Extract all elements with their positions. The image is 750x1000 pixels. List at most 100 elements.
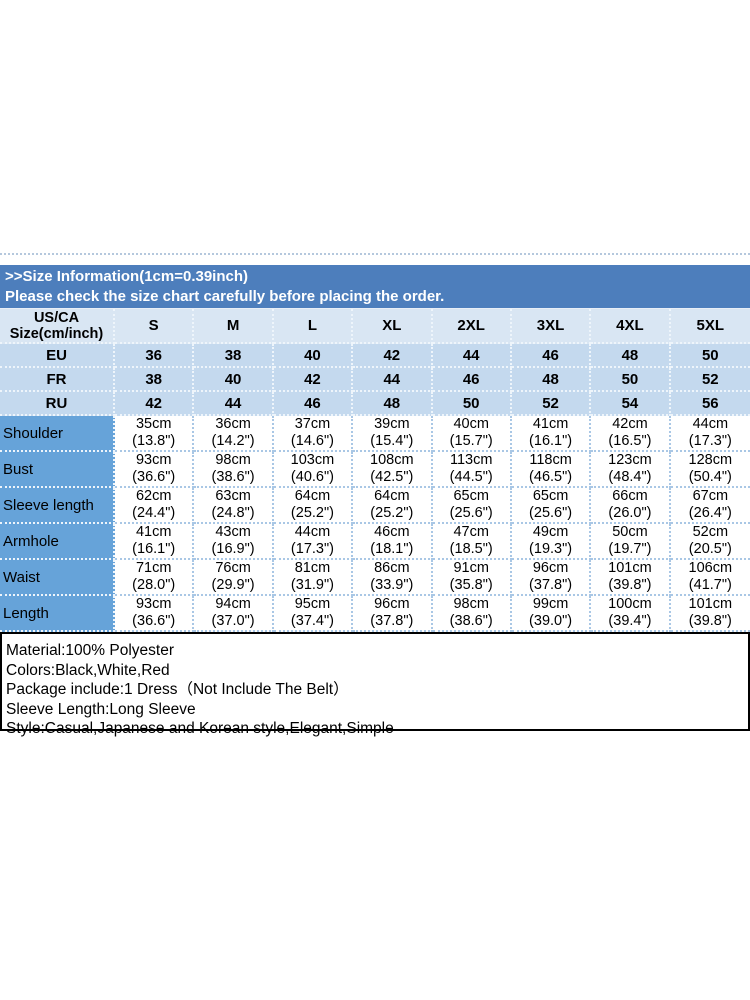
cell-FR-S: 38 [115, 368, 195, 392]
cell-S: 41cm (16.1") [115, 524, 195, 560]
cell-XL: 108cm (42.5") [353, 452, 433, 488]
cell-5XL: 44cm (17.3") [670, 416, 750, 452]
value-inch: (19.3") [529, 541, 573, 557]
cell-4XL: 123cm (48.4") [591, 452, 671, 488]
value-cm: 67cm [692, 488, 729, 504]
cell-5XL: 106cm (41.7") [670, 560, 750, 596]
value-inch: (25.6") [529, 505, 573, 521]
value-cm: 66cm [612, 488, 648, 504]
cell-4XL: 101cm (39.8") [591, 560, 671, 596]
column-header-XL: XL [353, 309, 433, 344]
cell-M: 43cm (16.9") [194, 524, 274, 560]
value-cm: 96cm [532, 560, 569, 576]
value-cm: 128cm [688, 452, 733, 468]
value-cm: 50cm [612, 524, 648, 540]
value-cm: 93cm [135, 596, 172, 612]
cell-XL: 86cm (33.9") [353, 560, 433, 596]
value-cm: 62cm [135, 488, 172, 504]
value-inch: (40.6") [290, 469, 334, 485]
row-label: Armhole [0, 524, 115, 560]
banner-title: >>Size Information(1cm=0.39inch) [5, 267, 248, 285]
value-inch: (37.8") [370, 613, 414, 629]
value-cm: 46cm [374, 524, 410, 540]
value-inch: (14.6") [290, 433, 334, 449]
corner-line1: US/CA [33, 309, 80, 326]
banner-subtitle: Please check the size chart carefully be… [5, 287, 445, 305]
cell-RU-3XL: 52 [511, 392, 592, 416]
table-header-row: US/CA Size(cm/inch) S M L XL 2XL 3XL 4XL 5XL [0, 309, 750, 344]
value-inch: (39.0") [529, 613, 573, 629]
value-cm: 86cm [374, 560, 410, 576]
value-cm: 71cm [135, 560, 172, 576]
value-inch: (46.5") [529, 469, 573, 485]
value-inch: (37.8") [529, 577, 573, 593]
value-inch: (19.7") [608, 541, 652, 557]
value-inch: (26.4") [688, 505, 732, 521]
value-inch: (18.1") [370, 541, 414, 557]
value-cm: 76cm [215, 560, 251, 576]
cell-3XL: 49cm (19.3") [511, 524, 592, 560]
value-inch: (15.7") [449, 433, 493, 449]
measurement-row: Waist 71cm (28.0") 76cm (29.9") 81cm (31.9") 86… [0, 560, 750, 596]
value-inch: (14.2") [211, 433, 255, 449]
column-header-L: L [273, 309, 354, 344]
value-cm: 98cm [215, 452, 251, 468]
cell-FR-3XL: 48 [511, 368, 592, 392]
value-inch: (39.8") [688, 613, 732, 629]
cell-3XL: 99cm (39.0") [511, 596, 592, 632]
value-cm: 94cm [215, 596, 251, 612]
value-cm: 103cm [290, 452, 335, 468]
cell-EU-4XL: 48 [591, 344, 671, 368]
value-inch: (25.2") [290, 505, 334, 521]
cell-S: 93cm (36.6") [115, 596, 195, 632]
cell-3XL: 118cm (46.5") [511, 452, 592, 488]
cell-S: 93cm (36.6") [115, 452, 195, 488]
value-cm: 98cm [453, 596, 489, 612]
cell-L: 64cm (25.2") [273, 488, 354, 524]
value-inch: (48.4") [608, 469, 652, 485]
cell-M: 94cm (37.0") [194, 596, 274, 632]
value-inch: (16.5") [608, 433, 652, 449]
cell-FR-M: 40 [194, 368, 274, 392]
row-label-FR: FR [0, 368, 115, 392]
value-inch: (41.7") [688, 577, 732, 593]
cell-4XL: 50cm (19.7") [591, 524, 671, 560]
measurement-row: Shoulder 35cm (13.8") 36cm (14.2") 37cm (14.6"… [0, 416, 750, 452]
value-inch: (24.4") [132, 505, 176, 521]
cell-RU-4XL: 54 [591, 392, 671, 416]
cell-FR-5XL: 52 [670, 368, 750, 392]
top-divider [0, 253, 750, 255]
value-cm: 41cm [135, 524, 172, 540]
measurement-row: Bust 93cm (36.6") 98cm (38.6") 103cm (40.6") 10… [0, 452, 750, 488]
value-inch: (16.9") [211, 541, 255, 557]
value-cm: 81cm [294, 560, 331, 576]
cell-2XL: 98cm (38.6") [432, 596, 512, 632]
corner-header: US/CA Size(cm/inch) [0, 309, 115, 344]
value-inch: (36.6") [132, 469, 176, 485]
cell-EU-2XL: 44 [432, 344, 512, 368]
value-cm: 39cm [374, 416, 410, 432]
column-header-M: M [194, 309, 274, 344]
column-header-4XL: 4XL [591, 309, 671, 344]
value-cm: 101cm [688, 596, 733, 612]
column-header-3XL: 3XL [511, 309, 592, 344]
row-label: Waist [0, 560, 115, 596]
cell-3XL: 65cm (25.6") [511, 488, 592, 524]
value-cm: 93cm [135, 452, 172, 468]
size-row-EU: EU 36 38 40 42 44 46 48 50 [0, 344, 750, 368]
row-label-EU: EU [0, 344, 115, 368]
value-cm: 65cm [532, 488, 569, 504]
value-inch: (25.2") [370, 505, 414, 521]
cell-L: 44cm (17.3") [273, 524, 354, 560]
cell-3XL: 41cm (16.1") [511, 416, 592, 452]
cell-XL: 39cm (15.4") [353, 416, 433, 452]
cell-RU-M: 44 [194, 392, 274, 416]
size-row-FR: FR 38 40 42 44 46 48 50 52 [0, 368, 750, 392]
cell-EU-M: 38 [194, 344, 274, 368]
value-cm: 35cm [135, 416, 172, 432]
value-cm: 64cm [294, 488, 331, 504]
product-info-line: Style:Casual,Japanese and Korean style,E… [6, 720, 394, 737]
value-inch: (39.8") [608, 577, 652, 593]
value-inch: (17.3") [688, 433, 732, 449]
cell-XL: 64cm (25.2") [353, 488, 433, 524]
